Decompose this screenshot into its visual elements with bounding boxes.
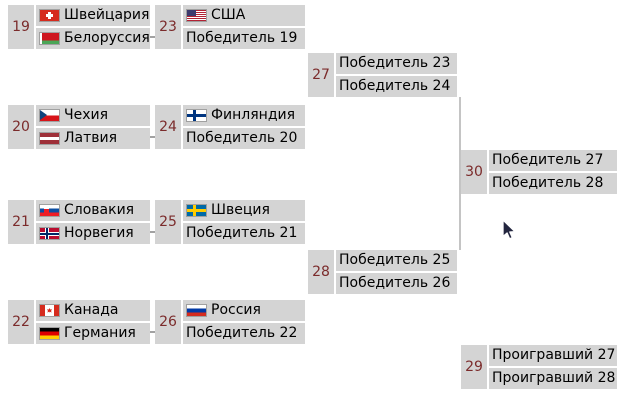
switzerland-flag-icon <box>39 9 60 22</box>
team-row: Проигравший 28 <box>489 366 617 389</box>
germany-flag-icon <box>39 327 60 340</box>
team-name: Норвегия <box>64 225 134 241</box>
team-row: Белоруссия <box>36 26 150 49</box>
match-number: 24 <box>155 105 183 149</box>
team-row: Латвия <box>36 126 150 149</box>
team-row: Победитель 25 <box>336 250 457 271</box>
team-row: Словакия <box>36 200 150 221</box>
team-row: Победитель 26 <box>336 271 457 294</box>
match-23: 23 США Победитель 19 <box>155 5 305 49</box>
team-name: Латвия <box>64 130 118 146</box>
team-row: Победитель 21 <box>183 221 305 244</box>
team-name: Словакия <box>64 202 135 218</box>
team-row: Швеция <box>183 200 305 221</box>
team-name: Россия <box>211 302 261 318</box>
team-name: Канада <box>64 302 119 318</box>
connector-line <box>150 136 155 138</box>
team-row: Россия <box>183 300 305 321</box>
sweden-flag-icon <box>186 204 207 217</box>
match-number: 25 <box>155 200 183 244</box>
match-number: 27 <box>308 53 336 97</box>
match-number: 22 <box>8 300 36 344</box>
team-row: Победитель 28 <box>489 171 617 194</box>
match-number: 20 <box>8 105 36 149</box>
match-19: 19 Швейцария Белоруссия <box>8 5 150 49</box>
team-name: Победитель 19 <box>186 30 298 46</box>
team-name: Победитель 27 <box>492 152 604 168</box>
czech-republic-flag-icon <box>39 109 60 122</box>
team-name: Проигравший 27 <box>492 347 616 363</box>
team-row: Победитель 27 <box>489 150 617 171</box>
team-row: Канада <box>36 300 150 321</box>
match-24: 24 Финляндия Победитель 20 <box>155 105 305 149</box>
match-number: 26 <box>155 300 183 344</box>
team-name: США <box>211 7 246 23</box>
team-row: Победитель 23 <box>336 53 457 74</box>
match-20: 20 Чехия Латвия <box>8 105 150 149</box>
finland-flag-icon <box>186 109 207 122</box>
match-number: 28 <box>308 250 336 294</box>
team-row: Германия <box>36 321 150 344</box>
team-name: Победитель 25 <box>339 252 451 268</box>
match-number: 19 <box>8 5 36 49</box>
team-name: Победитель 21 <box>186 225 298 241</box>
usa-flag-icon <box>186 9 207 22</box>
team-row: Чехия <box>36 105 150 126</box>
team-row: Швейцария <box>36 5 150 26</box>
team-row: США <box>183 5 305 26</box>
team-row: Победитель 24 <box>336 74 457 97</box>
team-name: Победитель 26 <box>339 275 451 291</box>
connector-line <box>150 231 155 233</box>
latvia-flag-icon <box>39 132 60 145</box>
team-name: Чехия <box>64 107 109 123</box>
connector-line <box>150 36 155 38</box>
match-26: 26 Россия Победитель 22 <box>155 300 305 344</box>
team-name: Финляндия <box>211 107 296 123</box>
canada-flag-icon <box>39 304 60 317</box>
match-30: 30 Победитель 27 Победитель 28 <box>461 150 617 194</box>
match-25: 25 Швеция Победитель 21 <box>155 200 305 244</box>
match-number: 29 <box>461 345 489 389</box>
team-name: Проигравший 28 <box>492 370 616 386</box>
match-28: 28 Победитель 25 Победитель 26 <box>308 250 457 294</box>
match-number: 23 <box>155 5 183 49</box>
norway-flag-icon <box>39 227 60 240</box>
slovakia-flag-icon <box>39 204 60 217</box>
match-27: 27 Победитель 23 Победитель 24 <box>308 53 457 97</box>
team-name: Победитель 22 <box>186 325 298 341</box>
team-row: Норвегия <box>36 221 150 244</box>
team-name: Победитель 24 <box>339 78 451 94</box>
team-row: Победитель 22 <box>183 321 305 344</box>
match-29: 29 Проигравший 27 Проигравший 28 <box>461 345 617 389</box>
team-name: Швейцария <box>64 7 150 23</box>
mouse-cursor <box>502 219 516 240</box>
team-row: Победитель 19 <box>183 26 305 49</box>
team-row: Победитель 20 <box>183 126 305 149</box>
belarus-flag-icon <box>39 32 60 45</box>
russia-flag-icon <box>186 304 207 317</box>
team-name: Победитель 23 <box>339 55 451 71</box>
connector-line <box>150 331 155 333</box>
team-name: Победитель 20 <box>186 130 298 146</box>
match-number: 30 <box>461 150 489 194</box>
match-number: 21 <box>8 200 36 244</box>
team-row: Проигравший 27 <box>489 345 617 366</box>
team-name: Германия <box>64 325 136 341</box>
match-21: 21 Словакия Норвегия <box>8 200 150 244</box>
team-name: Швеция <box>211 202 270 218</box>
team-name: Белоруссия <box>64 30 150 46</box>
connector-line <box>459 97 461 250</box>
team-name: Победитель 28 <box>492 175 604 191</box>
team-row: Финляндия <box>183 105 305 126</box>
match-22: 22 Канада Германия <box>8 300 150 344</box>
